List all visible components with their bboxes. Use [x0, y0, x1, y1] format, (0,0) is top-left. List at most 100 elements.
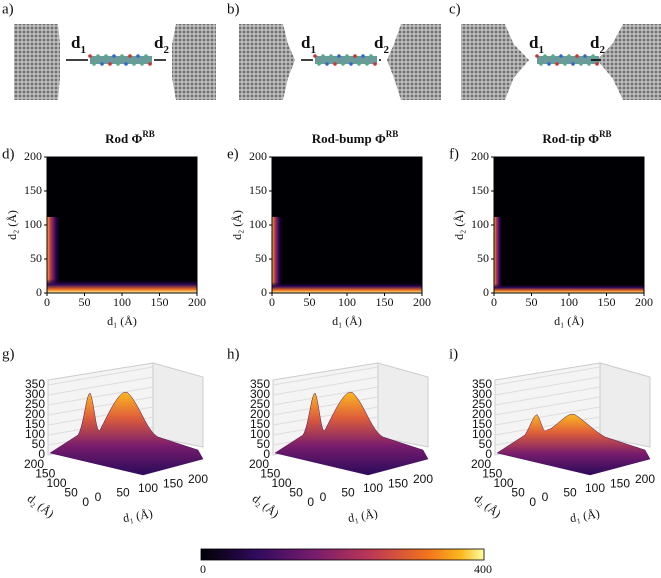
z-tick-label: 250	[250, 397, 270, 411]
grid-line	[494, 376, 601, 396]
colorbar-min: 0	[200, 562, 206, 576]
z-tick-label: 50	[479, 437, 493, 451]
x-tick-label: 100	[560, 295, 578, 309]
grid-line	[494, 406, 601, 426]
left-electrode	[14, 24, 60, 100]
y-tick-label: 150	[24, 183, 42, 197]
grid-line	[272, 366, 379, 386]
x-axis-label: d₁ (Å)	[122, 506, 154, 525]
x-tick-label: 50	[304, 295, 316, 309]
grid-line	[494, 396, 601, 416]
y-tick-label: 0	[261, 285, 267, 299]
heatmap-edge	[272, 282, 422, 293]
atom	[112, 54, 116, 58]
distance-label: d1	[529, 33, 544, 56]
title-superscript: RB	[599, 129, 612, 139]
title-text: Rod-tip Φ	[542, 131, 599, 146]
atom	[365, 62, 369, 66]
title-superscript: RB	[142, 129, 155, 139]
atom	[337, 54, 341, 58]
atom	[373, 62, 377, 66]
x-axis-label: d₁ (Å)	[554, 314, 584, 328]
heatmap-edge	[494, 284, 644, 293]
grid-line	[272, 386, 379, 406]
panel-label: d)	[2, 146, 15, 162]
x-tick-label: 100	[338, 295, 356, 309]
heatmap	[272, 157, 422, 293]
y-tick-label: 100	[24, 217, 42, 231]
left-electrode	[461, 24, 529, 100]
atom	[357, 62, 361, 66]
distance-label: d1	[71, 33, 86, 56]
distance-symbol: d	[590, 33, 600, 52]
x-axis-label: d₁ (Å)	[332, 314, 362, 328]
y-tick-label: 150	[471, 183, 489, 197]
atom	[317, 62, 321, 66]
atom	[132, 62, 136, 66]
z-tick-label: 0	[263, 447, 270, 461]
molecule	[88, 54, 152, 66]
distance-subscript: 1	[310, 44, 316, 56]
z-tick-label: 350	[25, 377, 45, 391]
z-tick-label: 200	[472, 407, 492, 421]
atom	[345, 54, 349, 58]
side-wall	[377, 362, 429, 448]
atom	[92, 62, 96, 66]
right-electrode	[597, 24, 661, 100]
x-tick-label: 100	[138, 481, 158, 495]
distance-label: d2	[154, 33, 169, 56]
x-tick-label: 100	[113, 295, 131, 309]
x-tick-label: 150	[151, 295, 169, 309]
y-tick-label: 100	[493, 476, 513, 490]
x-axis-label: d₁ (Å)	[107, 314, 137, 328]
atom	[591, 54, 595, 58]
distance-subscript: 2	[163, 44, 169, 56]
x-axis-label: d₁ (Å)	[347, 506, 379, 525]
right-electrode	[387, 24, 441, 100]
y-tick-label: 200	[249, 457, 269, 471]
heatmap	[47, 157, 197, 293]
z-tick-label: 0	[485, 447, 492, 461]
atom	[128, 54, 132, 58]
atom	[567, 54, 571, 58]
y-tick-label: 200	[24, 457, 44, 471]
y-tick-label: 0	[307, 495, 314, 509]
distance-label: d1	[301, 33, 316, 56]
x-tick-label: 200	[413, 295, 431, 309]
left-electrode	[239, 24, 295, 100]
atom	[100, 62, 104, 66]
y-tick-label: 50	[30, 251, 42, 265]
map-title: Rod-bump ΦRB	[312, 129, 399, 146]
atom	[349, 62, 353, 66]
x-axis-label: d₁ (Å)	[569, 506, 601, 525]
surface	[496, 413, 651, 476]
x-tick-label: 0	[269, 295, 275, 309]
y-axis-label: d₂ (Å)	[250, 491, 282, 520]
atom	[104, 54, 108, 58]
grid-line	[47, 386, 154, 406]
distance-subscript: 2	[599, 44, 605, 56]
atom	[369, 54, 373, 58]
surface	[274, 392, 429, 476]
z-tick-label: 350	[472, 377, 492, 391]
atom	[313, 54, 317, 58]
atom	[587, 62, 591, 66]
y-tick-label: 100	[471, 217, 489, 231]
distance-symbol: d	[374, 33, 384, 52]
title-superscript: RB	[386, 129, 399, 139]
atom	[563, 62, 567, 66]
x-tick-label: 200	[188, 472, 208, 486]
x-tick-label: 200	[635, 472, 655, 486]
z-tick-label: 200	[25, 407, 45, 421]
y-tick-label: 150	[482, 467, 502, 481]
x-tick-label: 100	[363, 481, 383, 495]
grid-line	[47, 396, 154, 416]
y-tick-label: 100	[271, 476, 291, 490]
atom	[583, 54, 587, 58]
panel-label: b)	[227, 1, 240, 17]
colorbar	[200, 548, 485, 561]
y-axis-label: d₂ (Å)	[472, 491, 504, 520]
atom	[116, 62, 120, 66]
y-tick-label: 0	[529, 495, 536, 509]
atom	[559, 54, 563, 58]
